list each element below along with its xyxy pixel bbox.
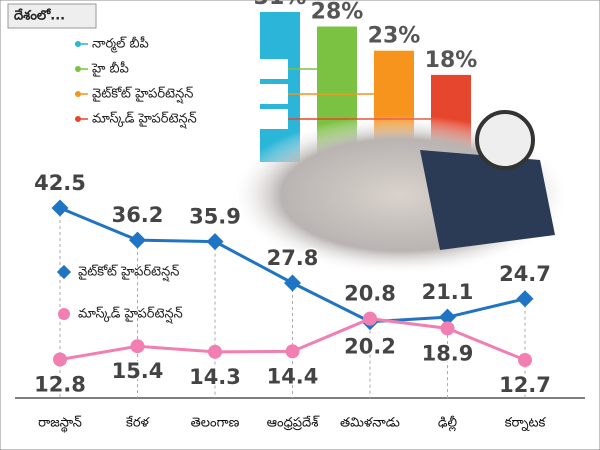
legend-dot [75,41,81,47]
line-chart: రాజస్థాన్ కేరళ తెలంగాణ ఆంధ్రప్రదేశ్ తమిళనాడు… [15,170,585,434]
legend-label: నార్మల్ బీపీ [92,36,149,54]
legend-label: మాస్క్‌డ్ హైపర్‌టెన్షన్ [78,307,183,325]
point [130,339,145,354]
title-box [7,3,97,29]
legend-marker [56,264,72,280]
point [363,311,377,326]
value-label: 14.4 [267,364,319,388]
value-label: 35.9 [189,205,241,229]
point [206,233,224,251]
value-label: 24.7 [499,262,551,286]
bp-cuff [420,150,555,250]
legend-dot [75,91,81,97]
point [518,353,532,367]
bar-chart: నార్మల్ బీపీ 31% హై బీపీ 28% వైట్‌కోట్ హైపర్… [75,0,477,162]
bar-value-label: 18% [425,48,478,73]
value-label: 12.7 [499,373,551,397]
legend-marker [58,308,70,320]
value-label: 20.2 [344,335,396,359]
value-label: 14.3 [189,365,241,389]
x-tick-label: కర్నాటక [505,416,547,432]
point [439,308,456,326]
x-tick-label: తమిళనాడు [340,416,400,431]
point [516,290,534,308]
legend-bg [88,34,288,54]
x-tick-label: ఆంధ్రప్రదేశ్ [267,416,321,431]
legend-label: వైట్‌కోట్ హైపర్‌టెన్షన్ [92,86,193,105]
legend-label: వైట్‌కోట్ హైపర్‌టెన్షన్ [78,264,179,283]
value-label: 21.1 [422,280,474,304]
bar-value-label: 28% [311,0,364,25]
point [285,344,300,359]
value-label: 15.4 [112,359,164,383]
legend-bg [88,59,288,79]
point [440,321,455,336]
legend-label: హై బీపీ [91,61,129,78]
value-label: 36.2 [112,203,164,227]
value-label: 18.9 [422,341,474,365]
legend-label: మాస్క్‌డ్ హైపర్‌టెన్షన్ [92,112,197,130]
value-label: 12.8 [34,372,86,396]
point [208,344,222,359]
bp-gauge [475,110,535,170]
chart-title: దేశంలో... [14,8,65,24]
point [284,274,301,292]
bar-value-label: 23% [368,24,421,49]
legend-bg [88,109,288,129]
legend-dot [75,66,81,72]
legend-dot [75,116,81,122]
x-tick-label: తెలంగాణ [191,416,240,431]
value-label: 20.8 [344,282,396,306]
point [53,352,67,367]
x-tick-label: రాజస్థాన్ [38,416,82,434]
x-tick-label: కేరళ [126,416,150,431]
legend-bg [88,84,288,104]
value-label: 42.5 [34,171,86,195]
x-tick-label: ఢిల్లీ [438,416,458,432]
point [129,231,146,249]
value-label: 27.8 [267,246,319,270]
bar-value-label: 31% [254,0,307,10]
